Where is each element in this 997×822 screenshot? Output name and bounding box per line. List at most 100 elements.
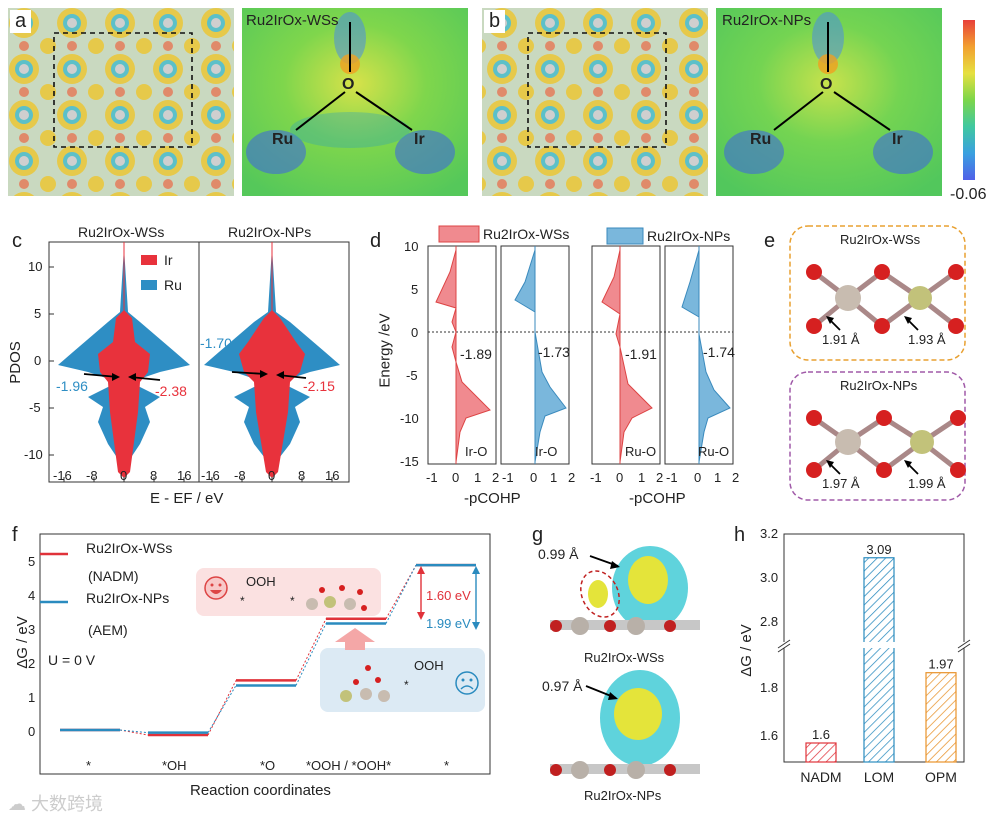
ytick-label: 3 xyxy=(28,622,36,637)
xtick-label: *OH xyxy=(162,758,187,773)
legend-ir-label: Ir xyxy=(164,252,173,268)
e-wss-title: Ru2IrOx-WSs xyxy=(840,232,921,247)
legend-nps: Ru2IrOx-NPs xyxy=(647,228,731,244)
panel-f-letter: f xyxy=(12,524,18,546)
inset-star-label: * xyxy=(240,594,245,608)
annotation-nps-ir: -2.15 xyxy=(303,378,335,394)
panel-f: f ΔG / eV Reaction coordinates Ru2IrOx-W… xyxy=(0,518,520,817)
potential-label: U = 0 V xyxy=(48,652,96,668)
panel-d-chart xyxy=(427,225,734,465)
colorbar-min-label: -0.06 xyxy=(950,186,987,203)
xtick-label: -1 xyxy=(666,470,678,485)
xtick-label: 2 xyxy=(492,470,500,485)
panel-c-xlabel: E - EF / eV xyxy=(150,490,224,507)
energy-connector xyxy=(207,685,237,733)
xtick-label: -8 xyxy=(86,468,98,483)
legend-wss-mech: (NADM) xyxy=(88,568,139,584)
ytick-label: 3.2 xyxy=(760,526,779,541)
panel-h-chart: 1.6 NADM 3.09 LOM 1.97 OPM xyxy=(770,533,980,785)
energy-connector xyxy=(295,618,327,681)
panel-d-ylabel: Energy /eV xyxy=(376,313,394,388)
ytick-label: -10 xyxy=(400,411,419,426)
panel-h-ylabel: ΔG / eV xyxy=(737,624,755,677)
xtick-label: -16 xyxy=(201,468,220,483)
ytick-label: 1 xyxy=(28,690,36,705)
panel-d-letter: d xyxy=(370,230,382,252)
annotation-wss-ir: -2.38 xyxy=(155,383,187,399)
legend-nps: Ru2IrOx-NPs xyxy=(86,590,170,606)
cohp-value: -1.73 xyxy=(538,344,570,360)
e-wss-d1: 1.91 Å xyxy=(822,332,860,347)
e-wss-d2: 1.93 Å xyxy=(908,332,946,347)
xtick-label: -1 xyxy=(590,470,602,485)
barrier-wss: 1.60 eV xyxy=(426,588,471,603)
watermark-logo-icon: ☁ xyxy=(8,794,26,814)
ytick-label: 1.6 xyxy=(760,728,779,743)
panel-d: d Ru2IrOx-WSs Ru2IrOx-NPs Energy /eV -pC… xyxy=(370,222,780,512)
panel-c-chart xyxy=(48,241,350,483)
xtick-label: 2 xyxy=(656,470,664,485)
xtick-label: -16 xyxy=(53,468,72,483)
xtick-label: -1 xyxy=(502,470,514,485)
xtick-label: -8 xyxy=(234,468,246,483)
panel-b-letter: b xyxy=(484,10,506,33)
panel-b-atom-ru: Ru xyxy=(750,131,772,148)
annotation-nps-ru: -1.70 xyxy=(200,335,232,351)
inset-ooh-label: OOH xyxy=(246,574,276,589)
panel-b-map-title: Ru2IrOx-NPs xyxy=(722,12,812,29)
cohp-value: -1.91 xyxy=(625,346,657,362)
xtick-label: 8 xyxy=(298,468,306,483)
panel-e-figure xyxy=(789,225,966,501)
ytick-label: 2 xyxy=(28,656,36,671)
xtick-label: 0 xyxy=(530,470,538,485)
xtick-label: 0 xyxy=(120,468,128,483)
panel-c-left-title: Ru2IrOx-WSs xyxy=(78,224,165,240)
xtick-label: *O xyxy=(260,758,276,773)
xtick-label: 0 xyxy=(694,470,702,485)
panel-c-letter: c xyxy=(12,230,22,252)
panel-d-xlabel-b: -pCOHP xyxy=(629,490,686,507)
g-cap-nps: Ru2IrOx-NPs xyxy=(584,788,662,803)
colorbar xyxy=(963,20,975,180)
ytick-label: 4 xyxy=(28,588,36,603)
panel-a-letter: a xyxy=(10,10,32,33)
panel-a-map-title: Ru2IrOx-WSs xyxy=(246,12,339,29)
ytick-label: 1.8 xyxy=(760,680,779,695)
watermark-text: 大数跨境 xyxy=(31,794,104,814)
xtick-label: 2 xyxy=(568,470,576,485)
ytick-label: 5 xyxy=(28,554,36,569)
cohp-label: Ir-O xyxy=(535,444,558,459)
category-label: NADM xyxy=(800,769,841,785)
panel-c: c Ru2IrOx-WSs Ru2IrOx-NPs PDOS E - EF / … xyxy=(0,222,370,512)
ytick-label: 2.8 xyxy=(760,614,779,629)
xtick-label: * xyxy=(86,758,92,773)
cohp-label: Ir-O xyxy=(465,444,488,459)
panel-b: b Ru2IrOx-NPs O Ru Ir xyxy=(478,0,948,200)
panel-e: e Ru2IrOx-WSs 1.91 Å 1.93 Å Ru2IrOx-NPs … xyxy=(760,222,997,512)
inset-molecule-nps xyxy=(340,665,390,702)
cohp-value: -1.89 xyxy=(460,346,492,362)
annotation-wss-ru: -1.96 xyxy=(56,378,88,394)
panel-b-atom-o: O xyxy=(820,76,833,93)
xtick-label: 1 xyxy=(474,470,482,485)
bar-value-label: 1.97 xyxy=(928,657,953,672)
xtick-label: -1 xyxy=(426,470,438,485)
xtick-label: 1 xyxy=(550,470,558,485)
inset-star-label-3: * xyxy=(404,678,409,692)
e-nps-title: Ru2IrOx-NPs xyxy=(840,378,918,393)
xtick-label: 16 xyxy=(325,468,340,483)
panel-b-figure xyxy=(482,8,942,196)
panel-c-right-title: Ru2IrOx-NPs xyxy=(228,224,312,240)
xtick-label: 16 xyxy=(177,468,192,483)
xtick-label: 2 xyxy=(732,470,740,485)
legend-wss: Ru2IrOx-WSs xyxy=(86,540,173,556)
panel-f-xlabel: Reaction coordinates xyxy=(190,782,331,799)
inset-molecule-wss xyxy=(306,585,367,611)
legend-ru-label: Ru xyxy=(164,277,182,293)
ytick-label: 3.0 xyxy=(760,570,779,585)
ytick-label: 0 xyxy=(28,724,36,739)
panel-d-xlabel-a: -pCOHP xyxy=(464,490,521,507)
ytick-label: 5 xyxy=(34,306,42,321)
inset-ooh-label-2: OOH xyxy=(414,658,444,673)
panel-a: a Ru2IrOx-WSs O Ru Ir xyxy=(0,0,470,200)
